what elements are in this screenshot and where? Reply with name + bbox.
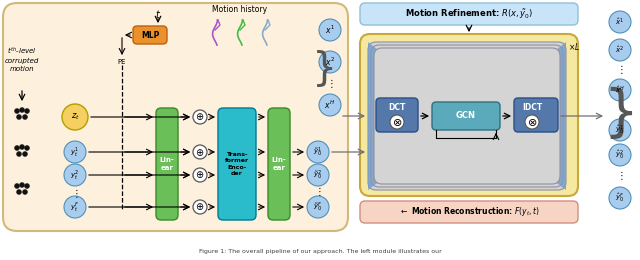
FancyBboxPatch shape [376, 98, 418, 132]
Text: $\times L$: $\times L$ [568, 42, 580, 53]
Polygon shape [368, 42, 418, 190]
Circle shape [19, 183, 24, 187]
Circle shape [17, 152, 22, 157]
FancyBboxPatch shape [133, 26, 167, 44]
Circle shape [15, 146, 19, 151]
Text: {: { [590, 83, 626, 137]
Text: DCT: DCT [388, 103, 406, 113]
Text: $\hat{y}_0^2$: $\hat{y}_0^2$ [616, 148, 625, 162]
Text: $\tilde{y}_0^2$: $\tilde{y}_0^2$ [314, 168, 323, 182]
Text: Figure 1: The overall pipeline of our approach. The left module illustrates our: Figure 1: The overall pipeline of our ap… [198, 250, 442, 255]
Circle shape [319, 51, 341, 73]
FancyBboxPatch shape [218, 108, 256, 220]
Polygon shape [516, 42, 566, 190]
Text: Motion Refinement: $R(x, \tilde{y}_0)$: Motion Refinement: $R(x, \tilde{y}_0)$ [404, 7, 533, 21]
Circle shape [609, 39, 631, 61]
Text: $\oplus$: $\oplus$ [195, 170, 205, 180]
Text: Lin-
ear: Lin- ear [271, 157, 286, 171]
Circle shape [22, 152, 28, 157]
Text: $\vdots$: $\vdots$ [71, 186, 79, 199]
Circle shape [15, 108, 19, 114]
Text: $\vdots$: $\vdots$ [314, 185, 322, 198]
Text: $x^2$: $x^2$ [325, 56, 335, 68]
Circle shape [17, 114, 22, 120]
Circle shape [64, 141, 86, 163]
Circle shape [15, 184, 19, 188]
Circle shape [390, 115, 404, 129]
Text: $y_t^2$: $y_t^2$ [70, 168, 79, 182]
Circle shape [193, 200, 207, 214]
FancyBboxPatch shape [360, 34, 578, 196]
Text: IDCT: IDCT [522, 103, 542, 113]
Circle shape [609, 11, 631, 33]
Circle shape [22, 114, 28, 120]
FancyBboxPatch shape [3, 3, 348, 231]
Text: $\oplus$: $\oplus$ [195, 112, 205, 122]
Text: $\hat{y}_0^F$: $\hat{y}_0^F$ [616, 191, 625, 205]
Text: $\otimes$: $\otimes$ [527, 116, 537, 127]
Circle shape [319, 94, 341, 116]
Text: $x^H$: $x^H$ [324, 99, 335, 111]
Circle shape [22, 190, 28, 194]
Circle shape [17, 190, 22, 194]
Text: $\hat{y}_0^1$: $\hat{y}_0^1$ [616, 124, 625, 136]
Text: {: { [303, 48, 328, 86]
Text: $\vdots$: $\vdots$ [616, 168, 624, 181]
Circle shape [525, 115, 539, 129]
Circle shape [307, 196, 329, 218]
FancyBboxPatch shape [360, 201, 578, 223]
Text: $\vdots$: $\vdots$ [326, 76, 333, 89]
Text: $\vdots$: $\vdots$ [616, 63, 624, 76]
Text: $\oplus$: $\oplus$ [195, 202, 205, 212]
Circle shape [24, 108, 29, 114]
FancyBboxPatch shape [514, 98, 558, 132]
Circle shape [319, 19, 341, 41]
Text: PE: PE [118, 59, 126, 65]
Circle shape [19, 145, 24, 149]
Text: $\otimes$: $\otimes$ [392, 116, 402, 127]
Circle shape [193, 110, 207, 124]
Circle shape [62, 104, 88, 130]
Text: $\leftarrow$ Motion Reconstruction: $F(y_t, t)$: $\leftarrow$ Motion Reconstruction: $F(y… [399, 205, 540, 218]
Text: GCN: GCN [456, 112, 476, 120]
FancyBboxPatch shape [156, 108, 178, 220]
FancyBboxPatch shape [368, 42, 566, 190]
Text: Lin-
ear: Lin- ear [159, 157, 174, 171]
Circle shape [193, 168, 207, 182]
Text: $t^{th}$-level
corrupted
motion: $t^{th}$-level corrupted motion [5, 45, 39, 72]
Text: $y_t^F$: $y_t^F$ [70, 200, 80, 214]
Circle shape [609, 79, 631, 101]
Circle shape [609, 187, 631, 209]
Text: $\oplus$: $\oplus$ [195, 146, 205, 158]
Text: $\hat{x}^H$: $\hat{x}^H$ [615, 84, 625, 96]
Text: $y_t^1$: $y_t^1$ [70, 145, 79, 159]
Circle shape [307, 141, 329, 163]
Text: Motion history: Motion history [212, 5, 268, 15]
Circle shape [64, 196, 86, 218]
Text: MLP: MLP [141, 30, 159, 40]
Circle shape [24, 184, 29, 188]
Text: $\tilde{y}_0^1$: $\tilde{y}_0^1$ [314, 145, 323, 159]
Circle shape [307, 164, 329, 186]
Text: $t$: $t$ [155, 8, 161, 20]
Text: $\hat{x}^2$: $\hat{x}^2$ [616, 44, 625, 56]
Text: $z_t$: $z_t$ [70, 112, 79, 122]
FancyBboxPatch shape [374, 48, 560, 184]
Circle shape [609, 144, 631, 166]
FancyBboxPatch shape [360, 3, 578, 25]
FancyBboxPatch shape [268, 108, 290, 220]
Text: $\hat{x}^1$: $\hat{x}^1$ [616, 16, 625, 28]
Circle shape [609, 119, 631, 141]
Circle shape [64, 164, 86, 186]
Circle shape [24, 146, 29, 151]
Text: $\tilde{y}_0^F$: $\tilde{y}_0^F$ [314, 200, 323, 214]
FancyBboxPatch shape [371, 45, 563, 187]
Circle shape [19, 107, 24, 113]
Text: $x^1$: $x^1$ [325, 24, 335, 36]
Text: Trans-
former
Enco-
der: Trans- former Enco- der [225, 152, 249, 176]
FancyBboxPatch shape [432, 102, 500, 130]
Circle shape [193, 145, 207, 159]
